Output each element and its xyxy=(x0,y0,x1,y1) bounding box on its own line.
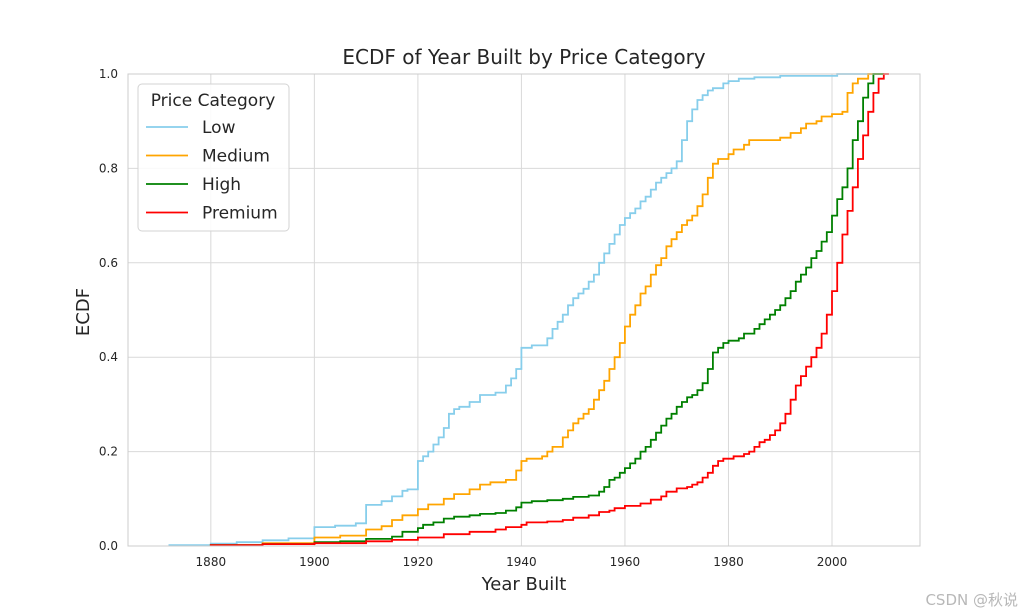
x-tick-label: 1920 xyxy=(403,555,434,569)
y-tick-label: 0.4 xyxy=(99,350,118,364)
legend-title: Price Category xyxy=(151,91,276,111)
series-lines xyxy=(168,73,889,546)
x-tick-label: 1900 xyxy=(299,555,330,569)
x-axis-label: Year Built xyxy=(481,574,567,595)
plot-frame xyxy=(127,73,921,547)
legend-entries: Low Medium High Premium xyxy=(146,118,278,224)
y-axis-label: ECDF xyxy=(73,288,94,336)
y-tick-label: 0.0 xyxy=(99,539,118,553)
x-tick-label: 1980 xyxy=(713,555,744,569)
series-line-medium xyxy=(209,73,884,546)
legend-label-low: Low xyxy=(202,118,236,138)
series-line-high xyxy=(209,73,884,546)
y-tick-label: 0.6 xyxy=(99,256,118,270)
x-tick-label: 1960 xyxy=(610,555,641,569)
y-tick-label: 1.0 xyxy=(99,67,118,81)
chart-title: ECDF of Year Built by Price Category xyxy=(342,45,705,69)
x-tick-label: 2000 xyxy=(817,555,848,569)
x-tick-label: 1940 xyxy=(506,555,537,569)
y-tick-labels: 0.0 0.2 0.4 0.6 0.8 1.0 xyxy=(99,67,118,553)
legend-label-medium: Medium xyxy=(202,147,270,167)
watermark: CSDN @秋说 xyxy=(925,591,1018,609)
legend: Price Category Low Medium High Premium xyxy=(137,83,290,232)
x-tick-label: 1880 xyxy=(196,555,227,569)
series-line-premium xyxy=(209,73,889,546)
series-line-low xyxy=(168,73,884,546)
y-tick-label: 0.2 xyxy=(99,445,118,459)
y-tick-label: 0.8 xyxy=(99,161,118,175)
x-tick-labels: 1880 1900 1920 1940 1960 1980 2000 xyxy=(196,555,848,569)
legend-label-premium: Premium xyxy=(202,204,278,224)
legend-box xyxy=(137,83,290,232)
legend-label-high: High xyxy=(202,175,241,195)
